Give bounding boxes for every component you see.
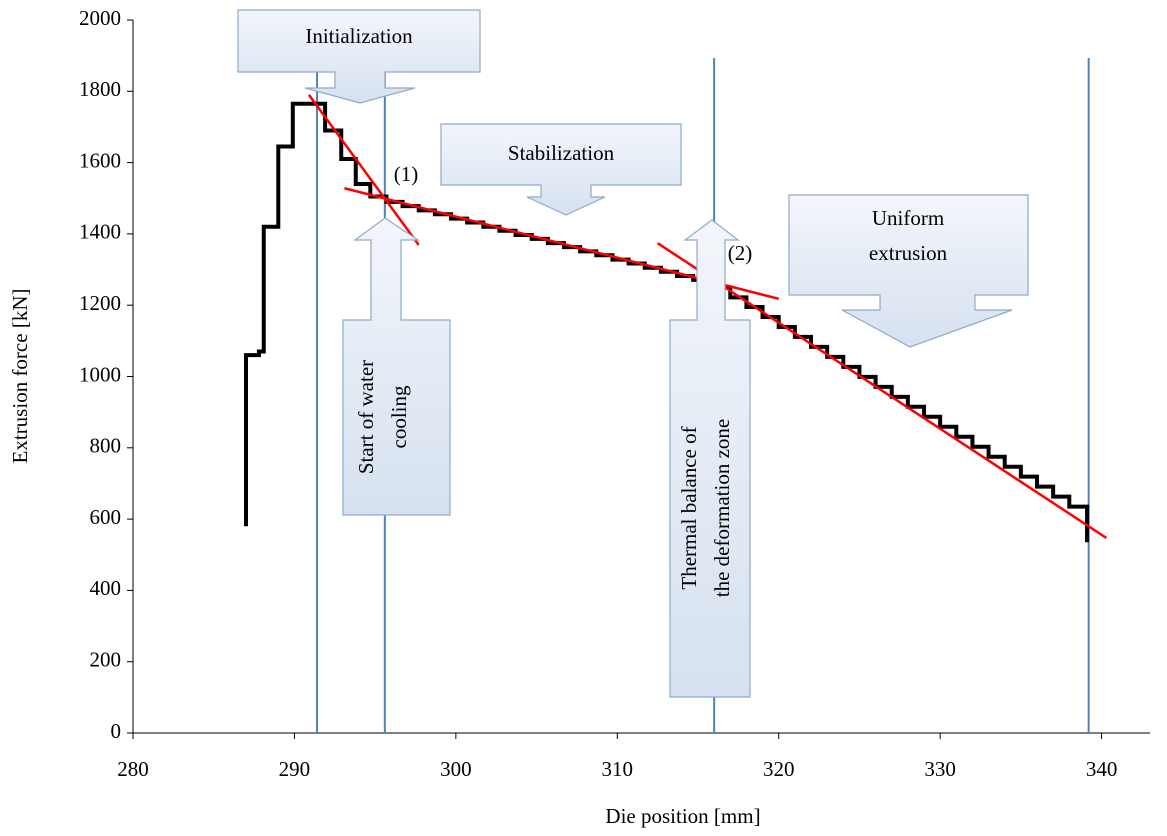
annotation: Initialization: [305, 24, 413, 48]
x-tick-label: 320: [763, 757, 795, 781]
y-tick-label: 1600: [79, 148, 121, 172]
y-axis-label: Extrusion force [kN]: [8, 289, 32, 464]
point-label: (1): [394, 162, 419, 186]
x-tick-label: 290: [279, 757, 311, 781]
callout-uniform: [788, 194, 1029, 348]
plot-area: 0 200 400 600 800 1000 1200 1400 1600 1800 2000 280…: [79, 6, 1150, 781]
y-tick-label: 0: [111, 719, 122, 743]
y-tick-label: 400: [90, 576, 122, 600]
y-tick-label: 600: [90, 505, 122, 529]
trend-line: [656, 242, 1108, 540]
y-tick-label: 1800: [79, 77, 121, 101]
y-tick-label: 2000: [79, 6, 121, 30]
annotation: Uniform: [872, 206, 944, 230]
x-tick-label: 280: [117, 757, 149, 781]
callout-stabilization: [440, 123, 682, 216]
y-tick-label: 800: [90, 434, 122, 458]
annotation: Stabilization: [508, 141, 615, 165]
y-tick-label: 200: [90, 648, 122, 672]
x-tick-label: 330: [924, 757, 956, 781]
annotation: cooling: [387, 385, 411, 448]
callout-initialization: [237, 9, 481, 104]
x-axis-label: Die position [mm]: [605, 804, 760, 828]
y-tick-label: 1400: [79, 220, 121, 244]
annotation: Start of water: [354, 360, 378, 474]
trend-line: [307, 94, 420, 246]
callout-water: [342, 217, 451, 516]
annotation: Thermal balance of: [677, 426, 701, 589]
x-tick-label: 340: [1086, 757, 1118, 781]
callout-thermal: [669, 219, 751, 698]
y-tick-label: 1200: [79, 291, 121, 315]
point-label: (2): [728, 241, 753, 265]
x-tick-label: 300: [440, 757, 472, 781]
annotation: extrusion: [869, 241, 948, 265]
y-tick-label: 1000: [79, 362, 121, 386]
x-tick-label: 310: [602, 757, 634, 781]
annotation: the deformation zone: [710, 419, 734, 597]
callouts: Initialization Stabilization Uniform ext…: [237, 9, 1029, 698]
